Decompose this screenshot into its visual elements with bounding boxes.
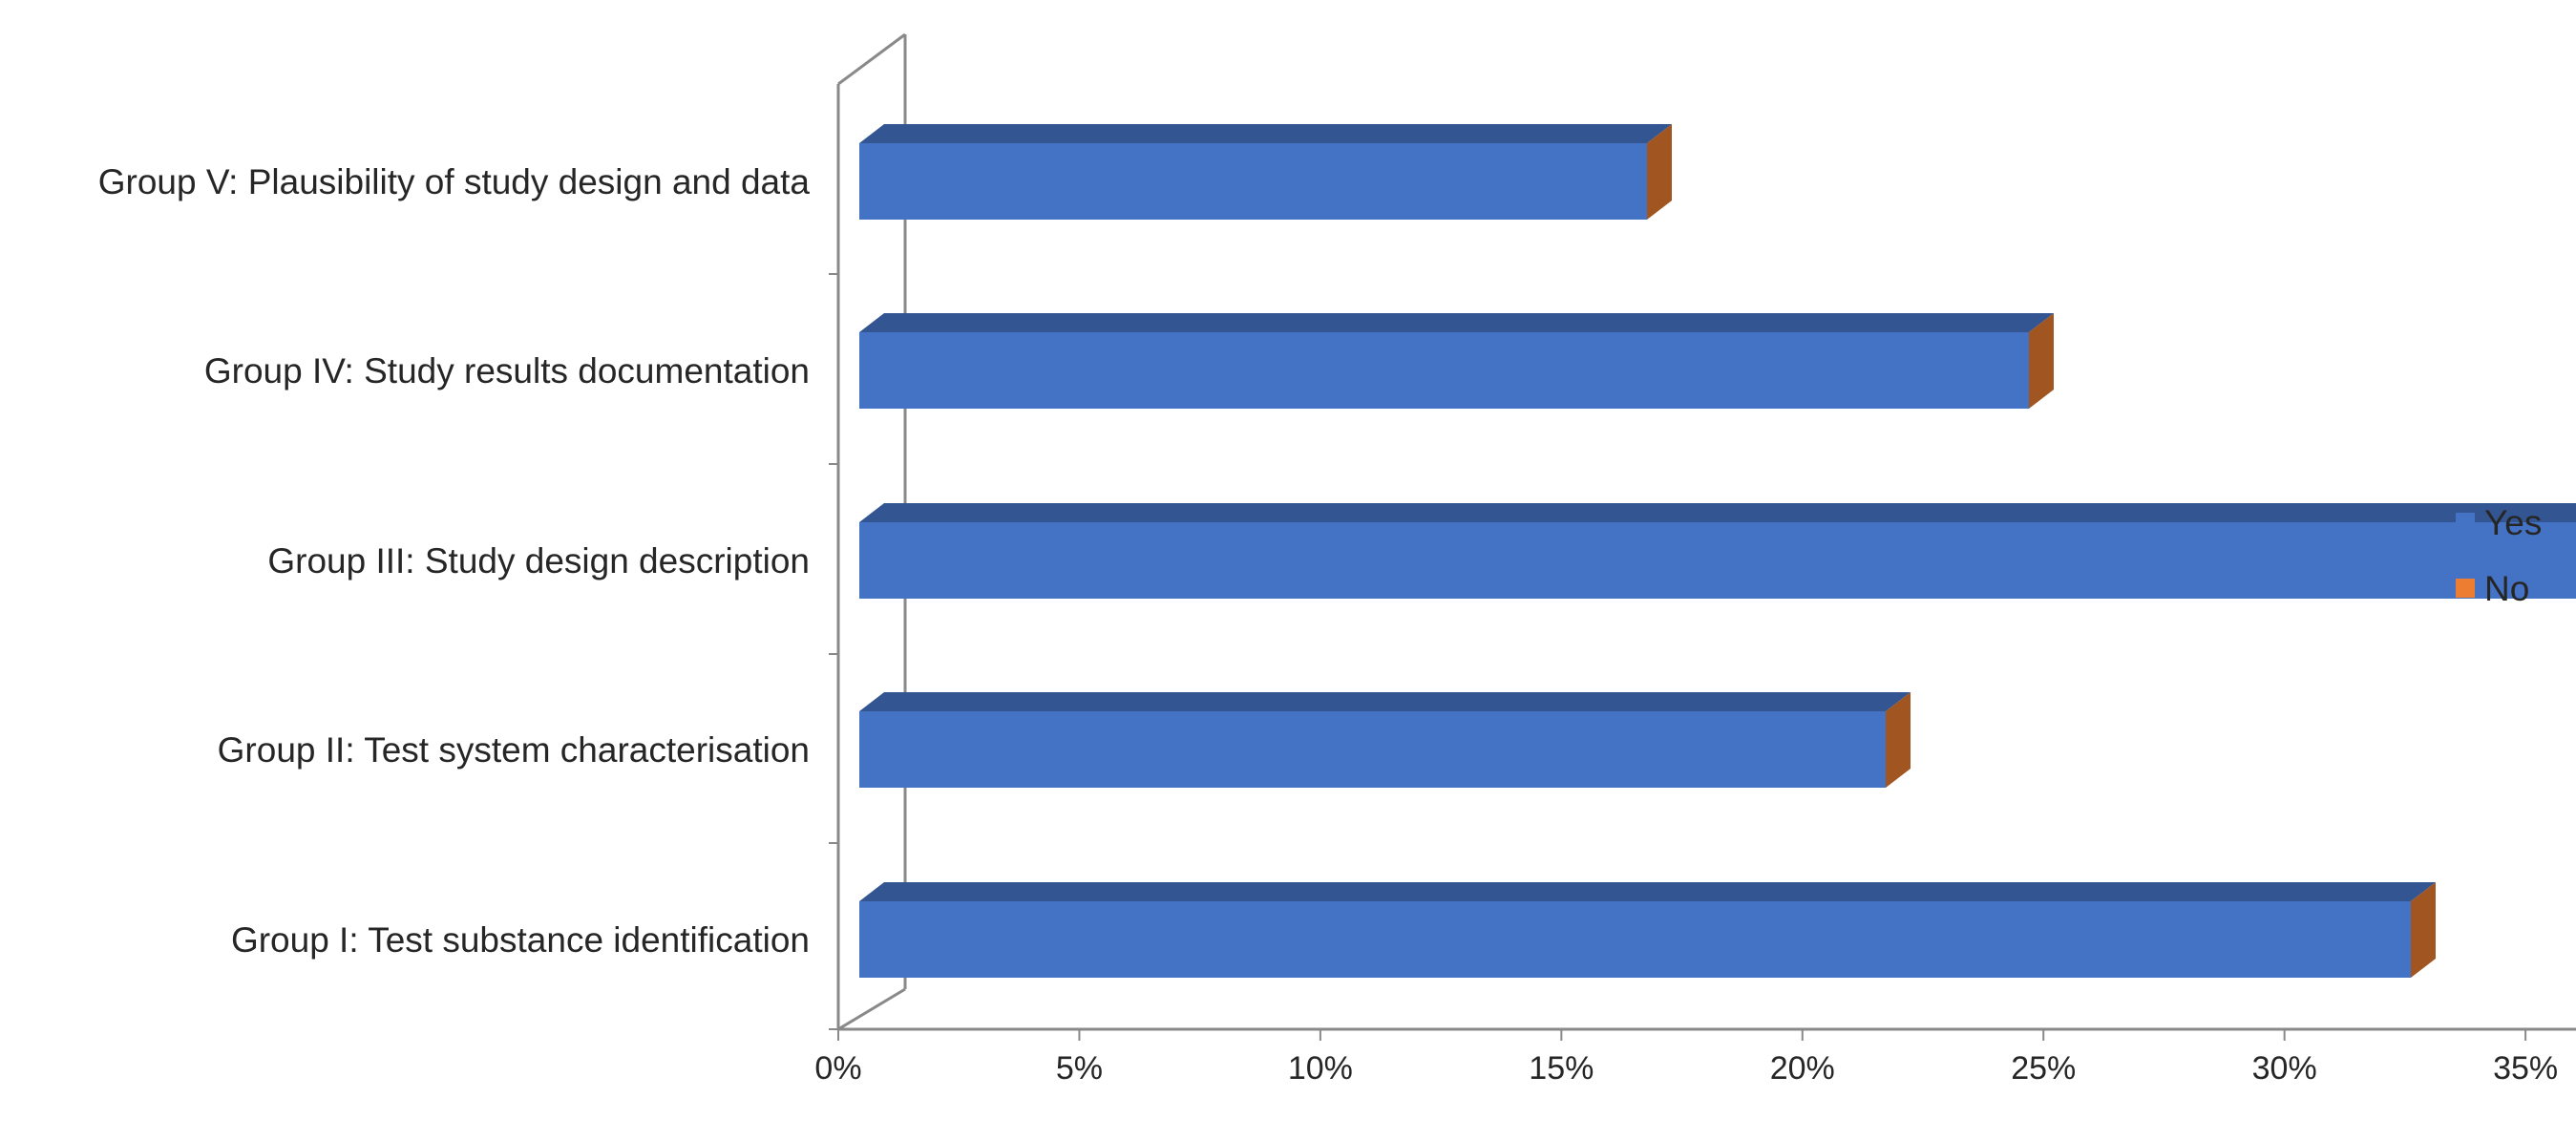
bar-end-cap — [1647, 124, 1672, 220]
bars — [859, 124, 2576, 978]
bar-yes-top — [859, 124, 1672, 143]
x-tick-label: 15% — [1529, 1050, 1594, 1087]
category-label: Group V: Plausibility of study design an… — [98, 162, 811, 201]
legend-swatch-yes — [2456, 513, 2475, 532]
bar-yes-front — [859, 143, 1647, 220]
x-tick-label: 20% — [1770, 1050, 1835, 1087]
bar-yes-front — [859, 711, 1886, 788]
bar-yes-front — [859, 522, 2576, 599]
legend-label-no: No — [2484, 569, 2529, 608]
bar-yes-top — [859, 313, 2054, 332]
x-tick-label: 35% — [2493, 1050, 2558, 1087]
category-labels: Group I: Test substance identification Gr… — [98, 162, 811, 960]
x-tick-label: 5% — [1056, 1050, 1103, 1087]
x-tick-label: 30% — [2252, 1050, 2317, 1087]
left-wall-top-edge — [837, 32, 906, 86]
floor-depth-edge — [837, 987, 906, 1031]
x-tick-label: 0% — [814, 1050, 861, 1087]
x-tick-label: 25% — [2011, 1050, 2076, 1087]
x-tick-labels: 0%5%10%15%20%25%30%35%40%45% — [814, 1050, 2558, 1087]
legend: Yes No — [2456, 503, 2542, 608]
category-label: Group II: Test system characterisation — [218, 730, 810, 770]
bar-yes-top — [859, 503, 2576, 522]
bar-yes-front — [859, 332, 2029, 409]
bar-end-cap — [2029, 313, 2054, 409]
legend-swatch-no — [2456, 579, 2475, 598]
bar-end-cap — [2411, 882, 2436, 978]
bar-yes-top — [859, 882, 2436, 901]
x-tick-label: 10% — [1288, 1050, 1353, 1087]
bar-yes-front — [859, 901, 2411, 978]
category-label: Group IV: Study results documentation — [204, 351, 810, 391]
legend-label-yes: Yes — [2484, 503, 2542, 542]
bar-yes-top — [859, 692, 1911, 711]
bar-end-cap — [1886, 692, 1911, 788]
category-label: Group I: Test substance identification — [231, 920, 810, 960]
category-label: Group III: Study design description — [267, 541, 810, 581]
